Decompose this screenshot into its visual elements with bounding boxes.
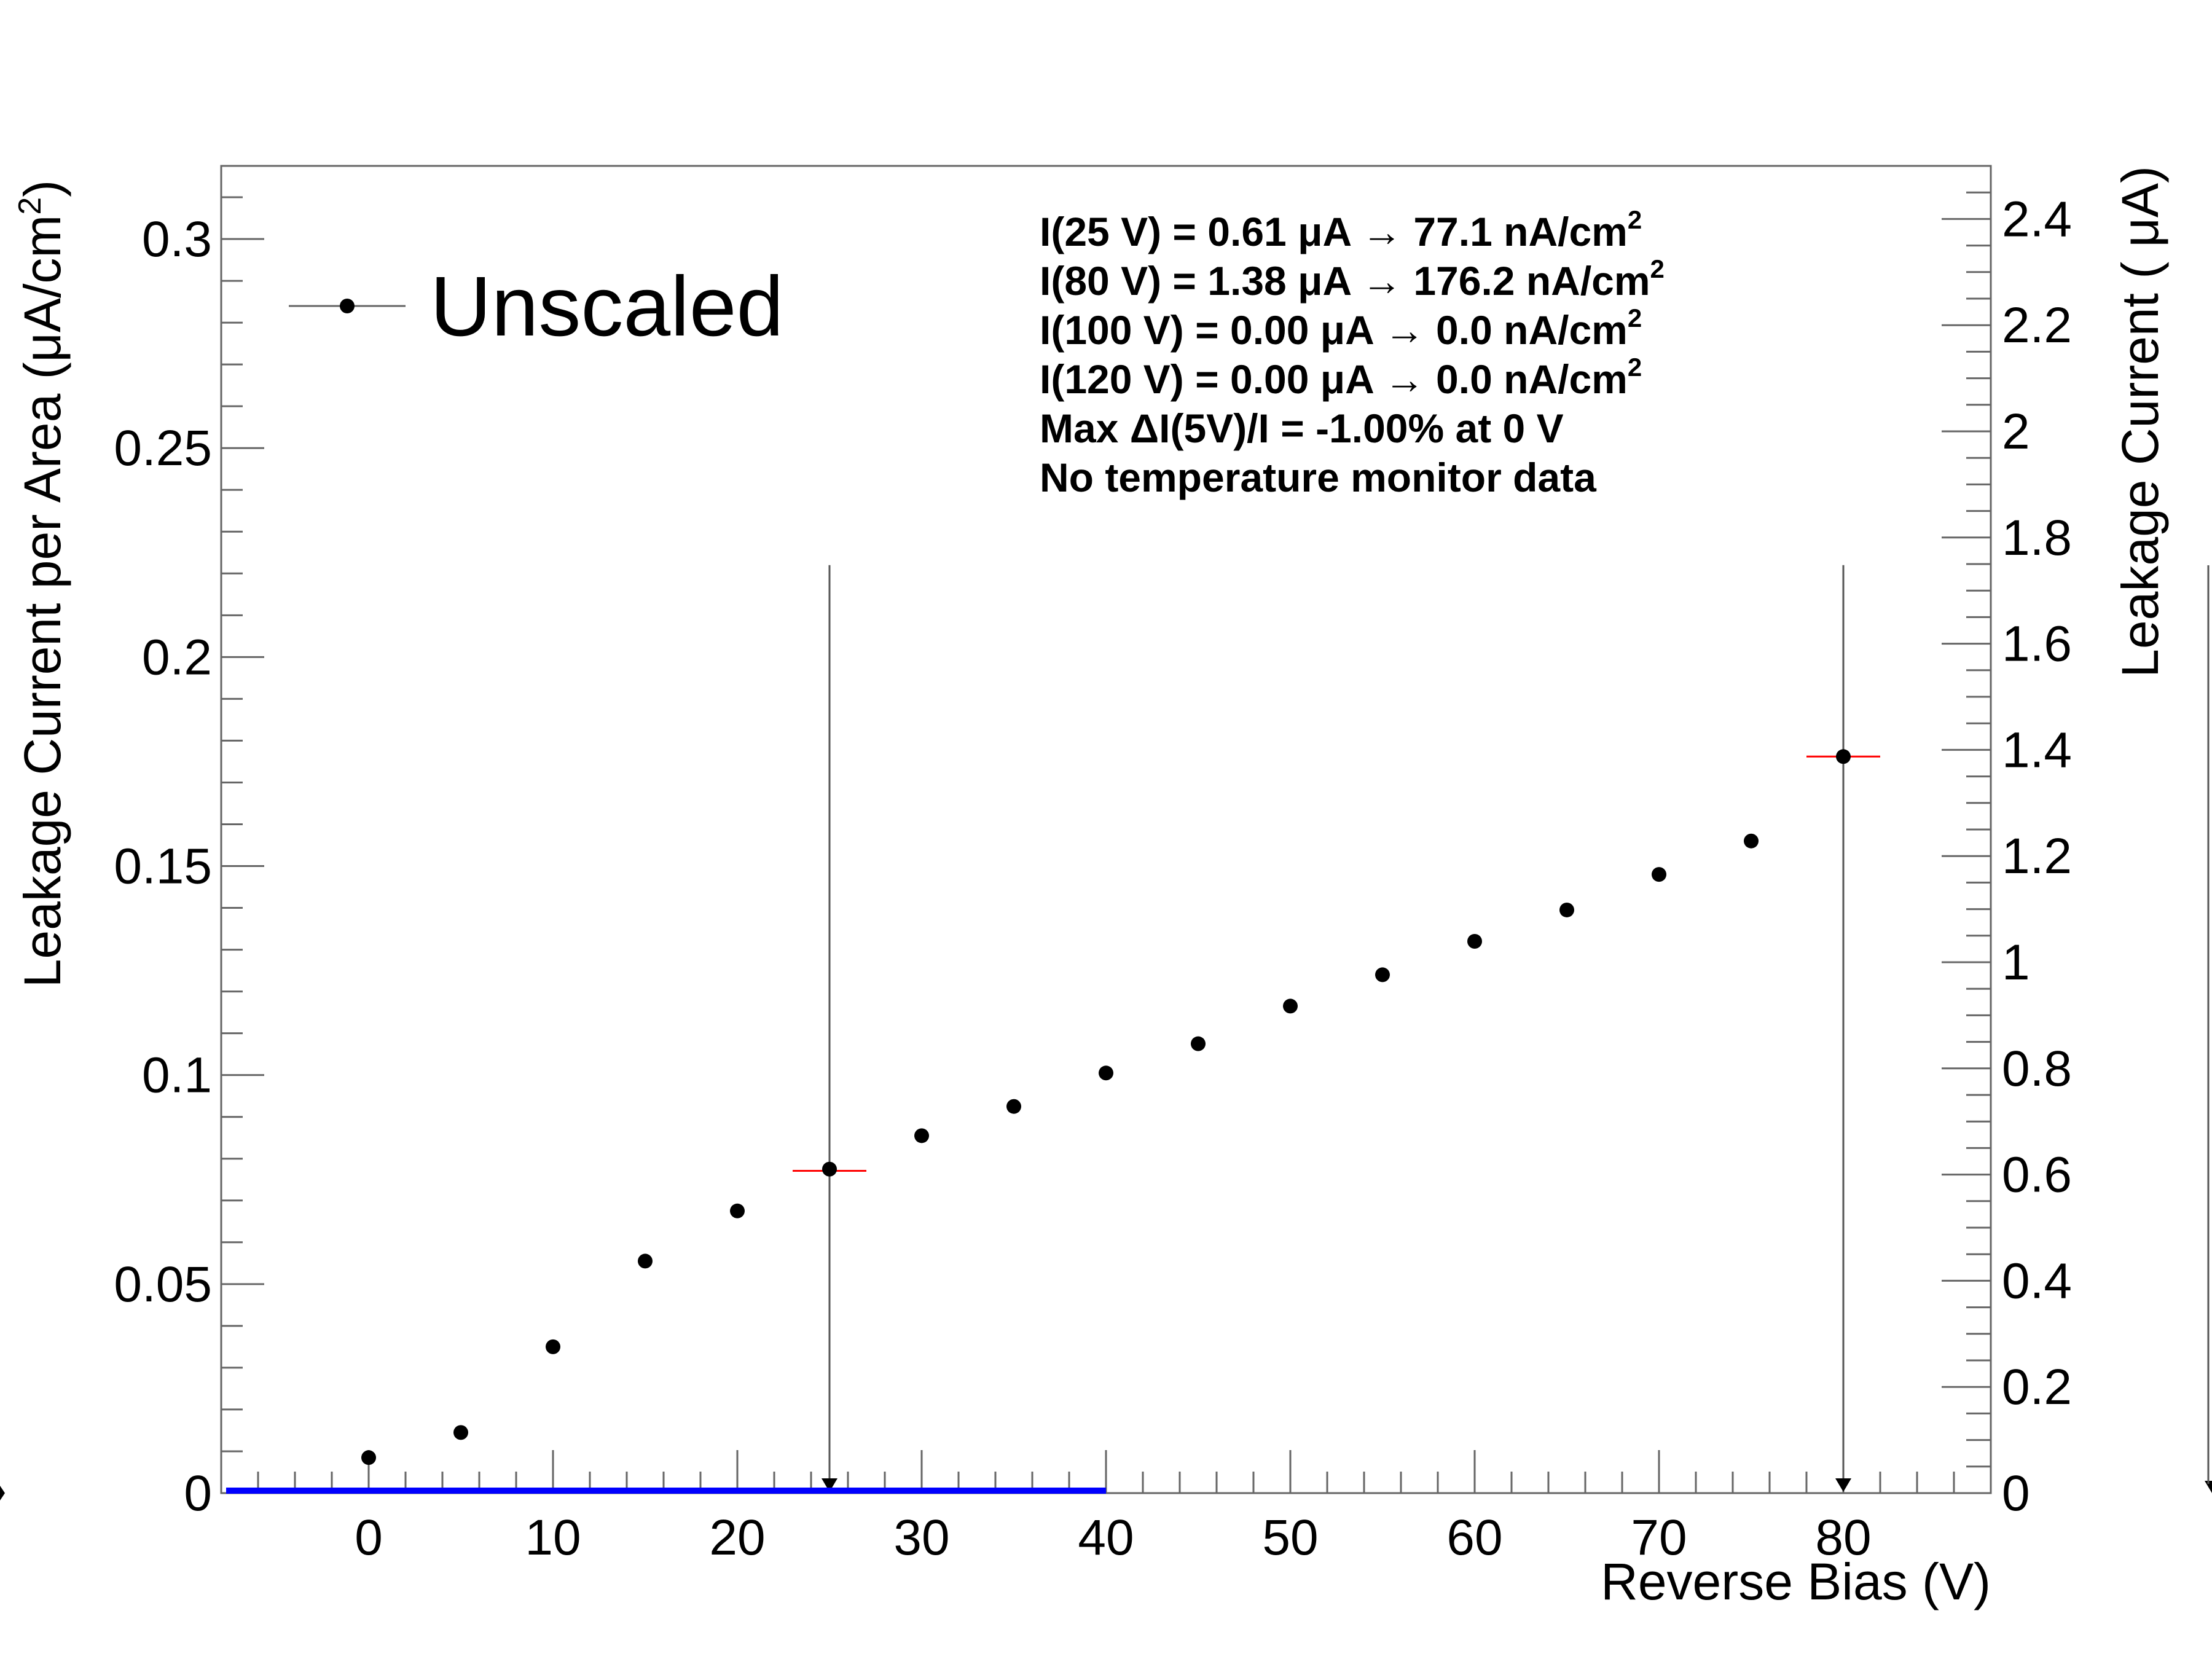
stats-line: No temperature monitor data [1040, 455, 1597, 500]
x-tick-label: 30 [893, 1510, 949, 1566]
data-point [1559, 902, 1574, 917]
y-right-tick-label: 2.4 [2002, 191, 2072, 247]
y-left-tick-label: 0.25 [114, 420, 212, 476]
stats-line-text: I(100 V) = 0.00 μA → 0.0 nA/cm [1040, 307, 1628, 353]
y-right-tick-label: 1 [2002, 935, 2030, 990]
data-point [1006, 1099, 1021, 1114]
x-tick-label: 10 [525, 1510, 581, 1566]
data-point [1099, 1065, 1113, 1081]
x-tick-label: 80 [1815, 1510, 1871, 1566]
data-point [638, 1253, 653, 1269]
data-point [730, 1203, 745, 1218]
data-point [1191, 1036, 1206, 1051]
x-tick-label: 40 [1078, 1510, 1134, 1566]
y-left-title-pre: Leakage Current per Area ( [14, 362, 71, 987]
y-left-tick-label: 0.2 [142, 629, 212, 685]
data-point [546, 1339, 560, 1354]
stats-line: I(120 V) = 0.00 μA → 0.0 nA/cm2 [1040, 353, 1642, 402]
stats-line-text: Max ΔI(5V)/I = -1.00% at 0 V [1040, 406, 1564, 451]
data-point [1467, 933, 1482, 949]
stats-line-text: I(120 V) = 0.00 μA → 0.0 nA/cm [1040, 356, 1628, 402]
y-right-tick-label: 1.8 [2002, 510, 2072, 566]
legend-entry-unscaled: Unscaled [430, 259, 783, 354]
stats-line-text: I(25 V) = 0.61 μA → 77.1 nA/cm [1040, 209, 1628, 254]
data-point [1652, 867, 1666, 882]
data-point [1744, 833, 1759, 849]
y-left-title-post: ) [14, 180, 71, 197]
y-right-tick-label: 1.6 [2002, 616, 2072, 672]
y-left-tick-label: 0.15 [114, 839, 212, 895]
marker-arrow [1835, 1478, 1851, 1492]
marker-lines [822, 565, 1851, 1492]
y-axis-title-right: Leakage Current ( μA) [2111, 166, 2169, 678]
right-edge-arrow [2205, 1481, 2212, 1493]
legend-marker [340, 299, 355, 313]
data-point [361, 1450, 376, 1465]
data-point [914, 1128, 929, 1143]
y-right-tick-label: 0.6 [2002, 1147, 2072, 1203]
y-left-tick-label: 0 [184, 1465, 212, 1521]
data-point [1283, 998, 1298, 1014]
x-tick-label: 0 [355, 1510, 383, 1566]
x-tick-label: 70 [1631, 1510, 1687, 1566]
y-right-tick-label: 0.8 [2002, 1041, 2072, 1097]
y-left-tick-label: 0.3 [142, 211, 212, 267]
y-right-tick-label: 0.4 [2002, 1253, 2072, 1309]
stats-line-sup: 2 [1650, 254, 1665, 283]
y-right-tick-label: 0 [2002, 1465, 2030, 1521]
y-left-title-unit: μA/cm [14, 215, 71, 363]
x-tick-label: 50 [1262, 1510, 1318, 1566]
y-left-tick-label: 0.1 [142, 1048, 212, 1104]
stats-line: I(100 V) = 0.00 μA → 0.0 nA/cm2 [1040, 304, 1642, 353]
y-right-tick-label: 2 [2002, 404, 2030, 460]
legend: Unscaled [289, 259, 783, 354]
stats-line-text: I(80 V) = 1.38 μA → 176.2 nA/cm [1040, 258, 1650, 304]
data-point [822, 1161, 837, 1177]
y-right-tick-label: 0.2 [2002, 1359, 2072, 1415]
stats-line-text: No temperature monitor data [1040, 455, 1597, 500]
left-edge-arrow [0, 1486, 5, 1500]
y-right-tick-label: 1.2 [2002, 828, 2072, 884]
x-axis-title: Reverse Bias (V) [1601, 1553, 1991, 1610]
y-right-tick-label: 1.4 [2002, 722, 2072, 778]
stats-line-sup: 2 [1628, 304, 1642, 332]
x-tick-label: 20 [709, 1510, 765, 1566]
data-point [453, 1425, 468, 1440]
stats-line: I(80 V) = 1.38 μA → 176.2 nA/cm2 [1040, 254, 1665, 304]
data-point [1375, 967, 1390, 982]
stats-line: Max ΔI(5V)/I = -1.00% at 0 V [1040, 406, 1564, 451]
y-axis-title-left: Leakage Current per Area (μA/cm2) [12, 180, 71, 988]
x-tick-label: 60 [1446, 1510, 1502, 1566]
y-left-title-sup: 2 [12, 197, 48, 215]
data-points [361, 749, 1851, 1465]
marker-arrow [822, 1478, 837, 1492]
y-left-tick-label: 0.05 [114, 1257, 212, 1312]
tick-labels: 0 10 20 30 40 50 60 70 8000.050.10.150.20.250.30… [114, 191, 2072, 1566]
data-point [1836, 749, 1851, 764]
stats-line-sup: 2 [1628, 205, 1642, 234]
stats-line: I(25 V) = 0.61 μA → 77.1 nA/cm2 [1040, 205, 1642, 254]
stats-line-sup: 2 [1628, 353, 1642, 382]
y-right-tick-label: 2.2 [2002, 297, 2072, 353]
